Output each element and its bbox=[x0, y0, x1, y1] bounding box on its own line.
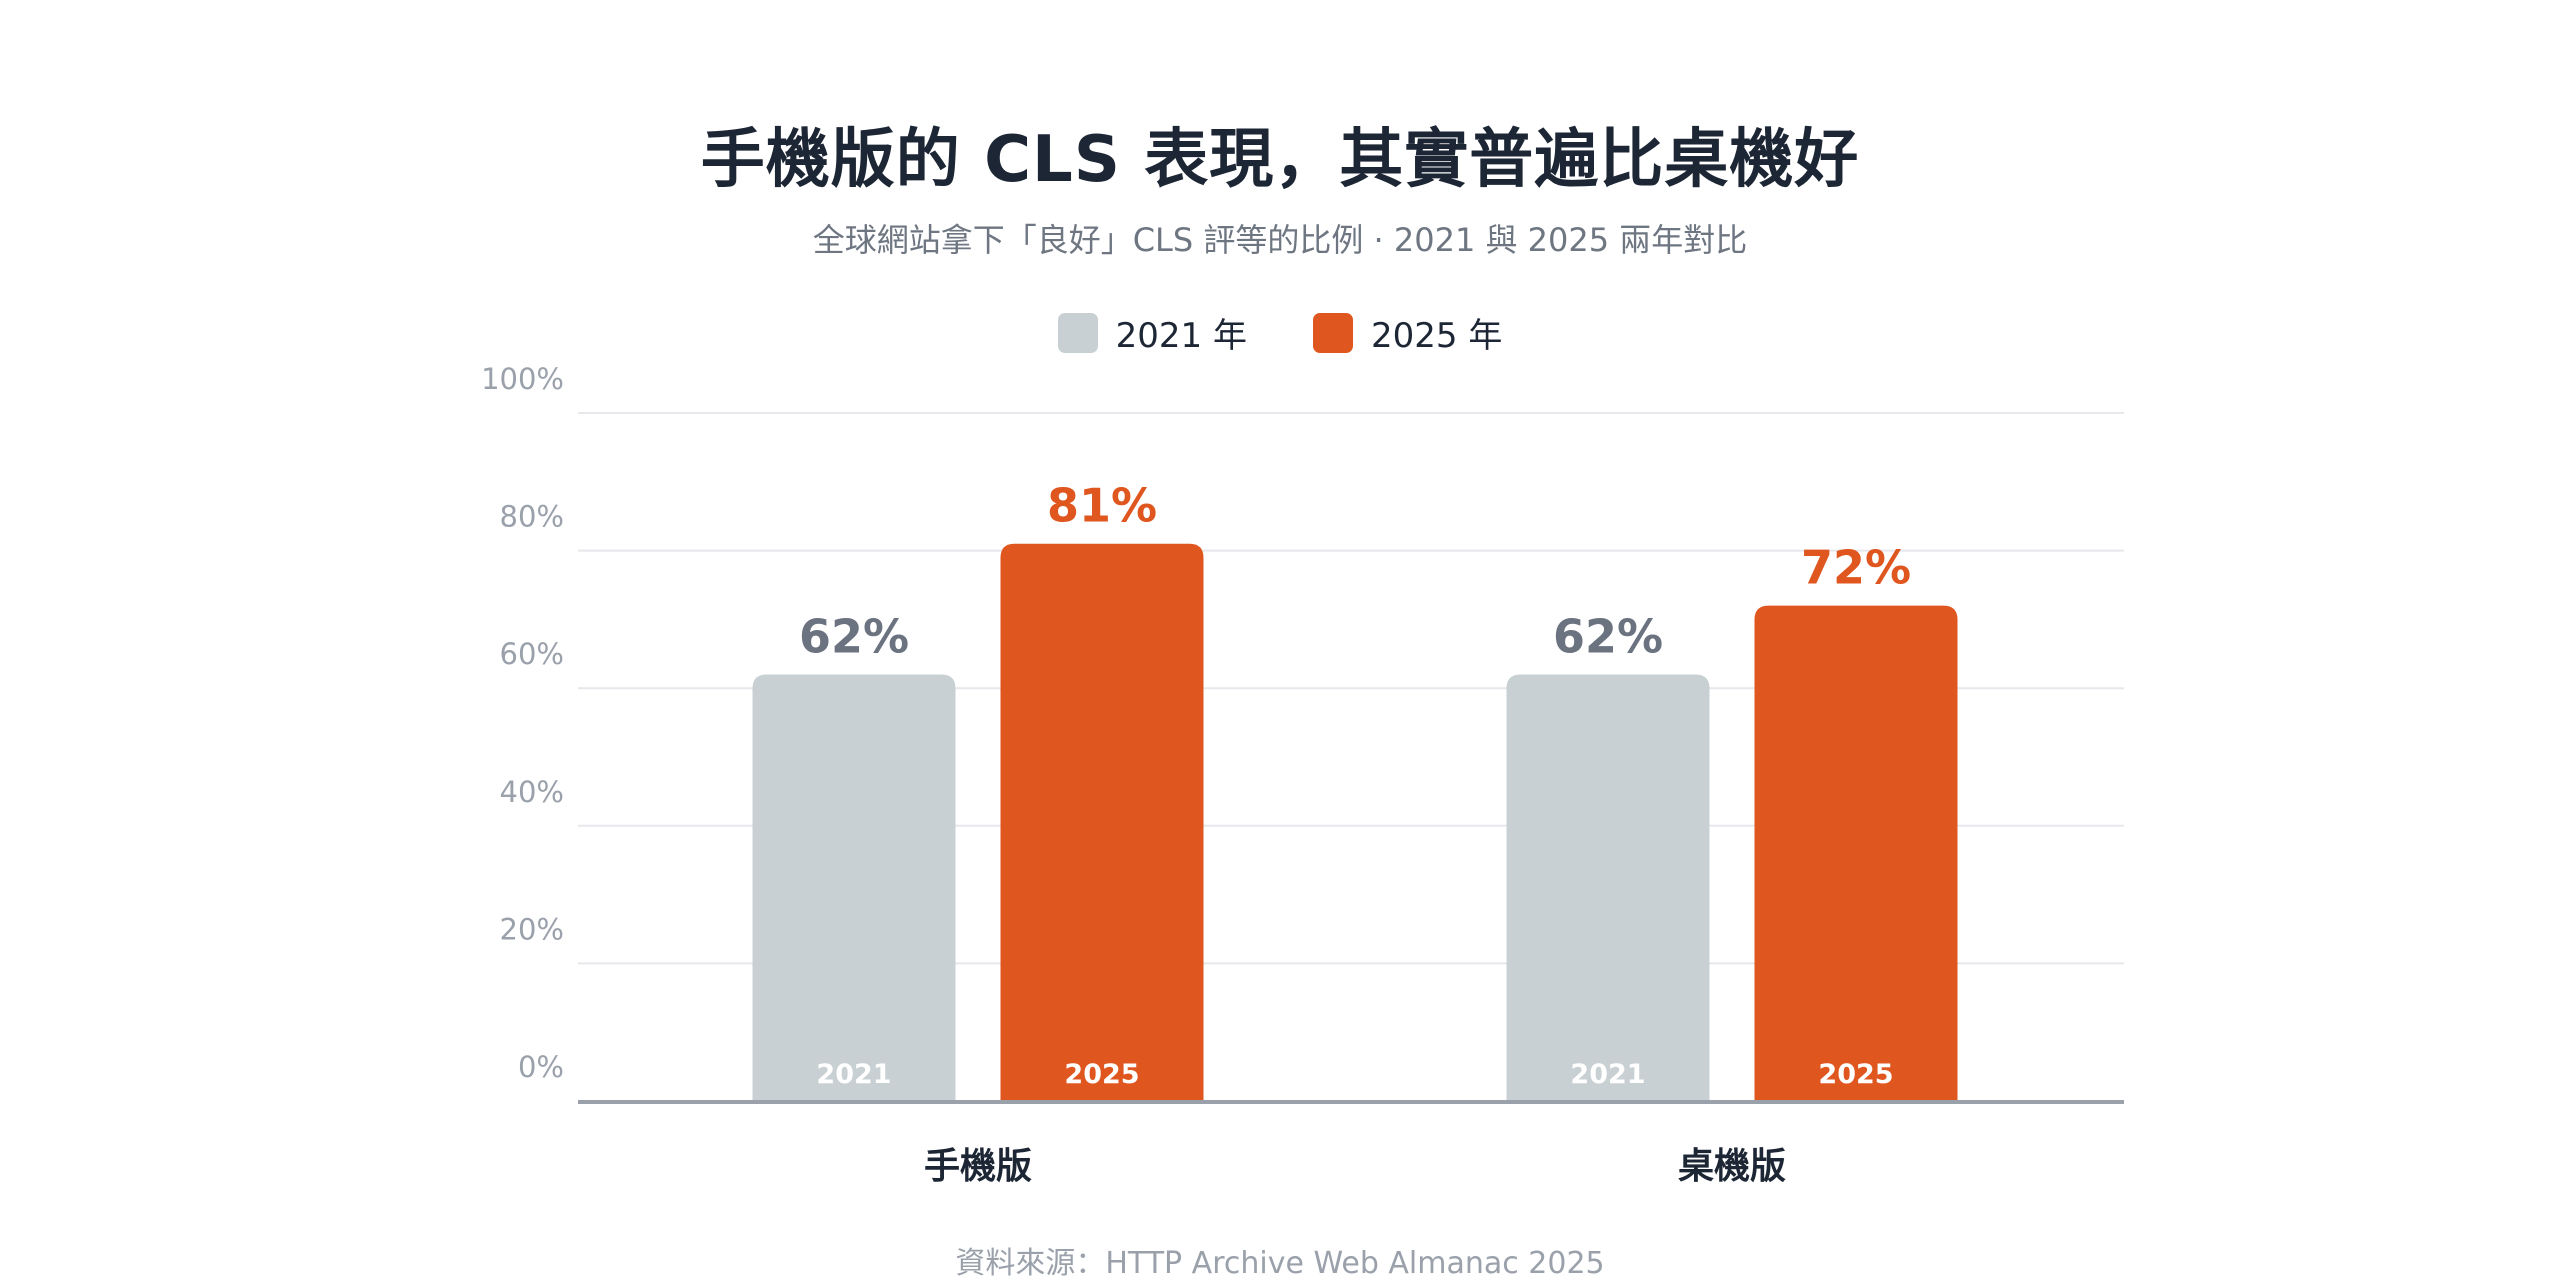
chart-subtitle: 全球網站拿下「良好」CLS 評等的比例 · 2021 與 2025 兩年對比 bbox=[812, 221, 1748, 259]
bar-2021-0 bbox=[752, 674, 956, 1101]
legend-item-2021: 2021 年 bbox=[1057, 308, 1247, 357]
y-tick-label: 20% bbox=[500, 912, 564, 946]
bar-inner-label: 2025 bbox=[1064, 1059, 1139, 1090]
bar-2021-1 bbox=[1506, 674, 1710, 1101]
y-tick-label: 0% bbox=[518, 1050, 564, 1084]
bar-2025-1 bbox=[1754, 605, 1958, 1101]
y-tick-label: 60% bbox=[500, 637, 564, 671]
legend-item-2025: 2025 年 bbox=[1313, 308, 1502, 357]
legend-label-2025: 2025 年 bbox=[1371, 316, 1503, 356]
y-tick-label: 40% bbox=[500, 775, 564, 809]
x-category-label: 桌機版 bbox=[1678, 1146, 1786, 1187]
bar-inner-label: 2025 bbox=[1818, 1059, 1893, 1090]
source-note: 資料來源：HTTP Archive Web Almanac 2025 bbox=[955, 1246, 1605, 1281]
legend-swatch-2025 bbox=[1313, 312, 1353, 353]
legend: 2021 年 2025 年 bbox=[0, 308, 2560, 357]
x-category-label: 手機版 bbox=[924, 1146, 1032, 1187]
bar-inner-label: 2021 bbox=[816, 1059, 891, 1090]
legend-label-2021: 2021 年 bbox=[1115, 316, 1247, 356]
data-label: 72% bbox=[1801, 541, 1911, 595]
y-tick-label: 100% bbox=[481, 362, 564, 396]
data-label: 62% bbox=[1553, 609, 1663, 663]
chart-title: 手機版的 CLS 表現，其實普遍比桌機好 bbox=[700, 123, 1860, 197]
data-label: 81% bbox=[1047, 479, 1157, 533]
data-label: 62% bbox=[799, 609, 909, 663]
bar-2025-0 bbox=[1000, 543, 1204, 1101]
legend-swatch-2021 bbox=[1057, 312, 1098, 353]
y-tick-label: 80% bbox=[500, 500, 564, 534]
bar-inner-label: 2021 bbox=[1570, 1059, 1645, 1090]
